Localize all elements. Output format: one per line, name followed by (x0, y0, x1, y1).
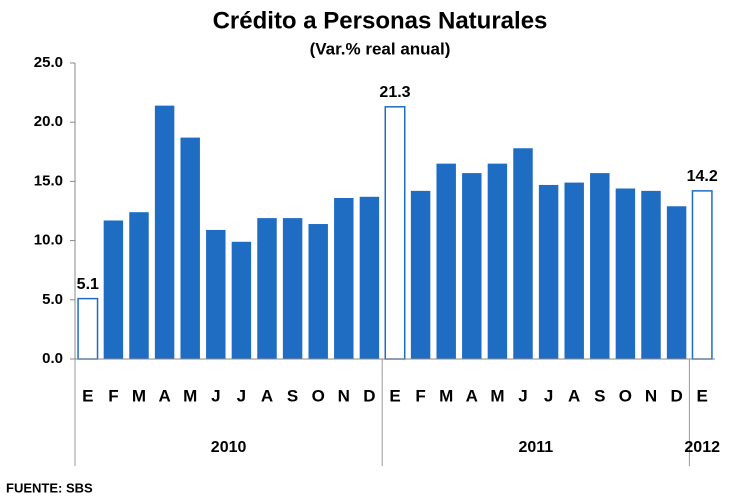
x-tick-label: J (237, 386, 246, 405)
data-label: 14.2 (687, 168, 718, 185)
chart-subtitle: (Var.% real anual) (310, 39, 451, 58)
x-tick-label: N (338, 386, 350, 405)
bar (129, 212, 149, 359)
x-tick-label: D (363, 386, 375, 405)
x-tick-label: E (82, 386, 93, 405)
bar (180, 137, 200, 359)
y-tick-label: 10.0 (34, 232, 63, 249)
x-tick-label: M (490, 386, 504, 405)
bar (590, 173, 610, 359)
bar (257, 218, 277, 359)
bar (564, 182, 584, 359)
x-tick-label: O (312, 386, 325, 405)
x-tick-label: M (439, 386, 453, 405)
x-tick-label: A (568, 386, 580, 405)
x-tick-label: A (466, 386, 478, 405)
x-tick-label: E (697, 386, 708, 405)
x-tick-label: F (108, 386, 118, 405)
bar (231, 241, 252, 359)
bar (641, 190, 661, 359)
y-tick-label: 25.0 (34, 54, 63, 71)
chart-title: Crédito a Personas Naturales (213, 7, 548, 34)
bar (615, 188, 636, 359)
x-tick-label: N (645, 386, 657, 405)
x-tick-label: A (261, 386, 273, 405)
data-label: 5.1 (77, 276, 99, 293)
bar (436, 163, 456, 359)
bar (334, 197, 354, 359)
bar (77, 297, 99, 360)
bar (487, 163, 508, 359)
bar (513, 148, 533, 359)
bar (206, 229, 226, 359)
y-tick-label: 0.0 (42, 350, 63, 367)
year-label: 2012 (684, 439, 720, 456)
x-tick-label: S (287, 386, 298, 405)
bar (384, 106, 406, 360)
x-tick-label: F (415, 386, 425, 405)
x-tick-label: S (594, 386, 605, 405)
x-tick-label: M (132, 386, 146, 405)
x-tick-label: J (544, 386, 553, 405)
x-tick-label: A (158, 386, 170, 405)
bar (103, 220, 124, 359)
source-note: FUENTE: SBS (6, 480, 93, 495)
y-tick-label: 20.0 (34, 113, 63, 130)
bar (154, 105, 175, 360)
x-tick-label: J (518, 386, 527, 405)
year-label: 2010 (211, 439, 247, 456)
bar (410, 190, 431, 359)
data-label: 21.3 (379, 84, 410, 101)
bar (359, 196, 380, 359)
bar (691, 190, 713, 360)
x-tick-label: J (211, 386, 220, 405)
y-tick-label: 5.0 (42, 291, 63, 308)
bar (308, 224, 328, 359)
x-tick-label: E (389, 386, 400, 405)
x-tick-label: O (619, 386, 632, 405)
x-tick-label: D (670, 386, 682, 405)
y-tick-label: 15.0 (34, 172, 63, 189)
x-tick-label: M (183, 386, 197, 405)
bar (538, 184, 559, 359)
bar (462, 173, 482, 359)
bar (666, 206, 687, 359)
year-label: 2011 (518, 439, 553, 456)
bar (282, 218, 303, 359)
